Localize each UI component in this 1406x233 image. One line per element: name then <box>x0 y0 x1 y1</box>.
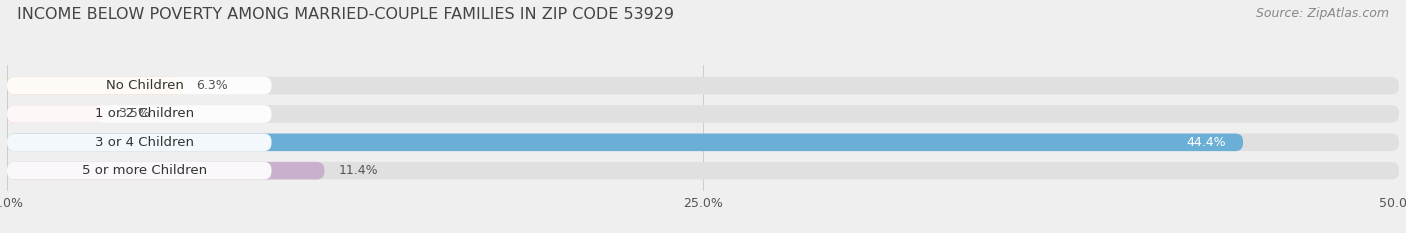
Text: 11.4%: 11.4% <box>339 164 378 177</box>
Text: Source: ZipAtlas.com: Source: ZipAtlas.com <box>1256 7 1389 20</box>
FancyBboxPatch shape <box>7 105 271 123</box>
FancyBboxPatch shape <box>7 134 1399 151</box>
FancyBboxPatch shape <box>7 162 325 179</box>
FancyBboxPatch shape <box>7 162 1399 179</box>
Text: 44.4%: 44.4% <box>1187 136 1226 149</box>
FancyBboxPatch shape <box>7 105 104 123</box>
Text: 3.5%: 3.5% <box>118 107 150 120</box>
Text: 1 or 2 Children: 1 or 2 Children <box>96 107 194 120</box>
Text: 5 or more Children: 5 or more Children <box>82 164 207 177</box>
Text: No Children: No Children <box>105 79 184 92</box>
FancyBboxPatch shape <box>7 134 1243 151</box>
Text: 6.3%: 6.3% <box>197 79 228 92</box>
FancyBboxPatch shape <box>7 77 1399 94</box>
FancyBboxPatch shape <box>7 162 271 179</box>
Text: 3 or 4 Children: 3 or 4 Children <box>96 136 194 149</box>
FancyBboxPatch shape <box>7 105 1399 123</box>
FancyBboxPatch shape <box>7 134 271 151</box>
FancyBboxPatch shape <box>7 77 183 94</box>
FancyBboxPatch shape <box>7 77 271 94</box>
Text: INCOME BELOW POVERTY AMONG MARRIED-COUPLE FAMILIES IN ZIP CODE 53929: INCOME BELOW POVERTY AMONG MARRIED-COUPL… <box>17 7 673 22</box>
